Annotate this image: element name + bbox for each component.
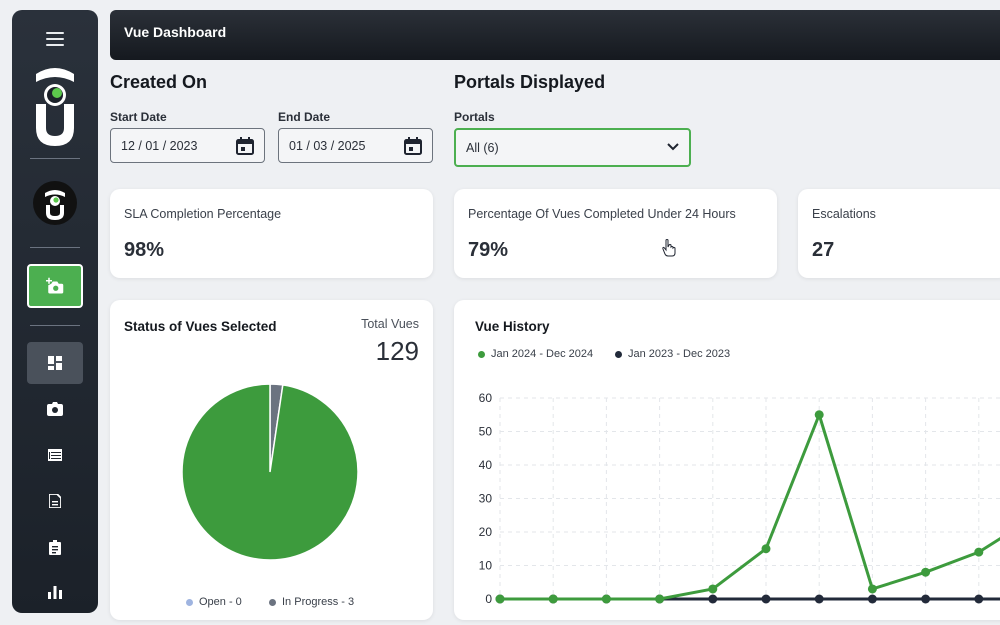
data-point[interactable] [867, 584, 877, 594]
data-point[interactable] [761, 594, 771, 604]
sidebar-item-reports[interactable] [27, 571, 83, 613]
data-point[interactable] [601, 594, 611, 604]
start-date-value: 12 / 01 / 2023 [121, 138, 198, 153]
sidebar-divider [30, 325, 80, 326]
total-vues-value: 129 [375, 336, 419, 366]
data-point[interactable] [974, 547, 984, 557]
data-point[interactable] [921, 594, 931, 604]
y-tick-label: 50 [479, 425, 493, 439]
status-card-title: Status of Vues Selected [124, 319, 277, 334]
legend-item-in-progress[interactable]: In Progress - 3 [269, 596, 354, 608]
legend-item-open[interactable]: Open - 0 [186, 596, 242, 608]
sidebar-item-document[interactable] [27, 480, 83, 522]
list-icon [48, 449, 62, 461]
y-tick-label: 30 [479, 492, 493, 506]
legend-dot [615, 350, 622, 358]
app-header: Vue Dashboard [110, 10, 1000, 60]
pie-slice-completed[interactable] [181, 383, 359, 561]
status-pie-chart [181, 383, 359, 561]
legend-label: In Progress - 3 [282, 596, 355, 608]
add-photo-button[interactable] [27, 264, 83, 308]
document-icon [49, 494, 61, 508]
camera-icon [47, 402, 63, 416]
legend-label: Open - 0 [199, 596, 242, 608]
kpi-card-under-24h: Percentage Of Vues Completed Under 24 Ho… [454, 189, 777, 278]
data-point[interactable] [814, 594, 824, 604]
kpi-card-escalations: Escalations 27 [798, 189, 1000, 278]
portals-title: Portals Displayed [454, 72, 606, 92]
kpi-value: 79% [468, 239, 509, 261]
vue-history-card: Vue History Jan 2024 - Dec 2024 Jan 2023… [454, 300, 1000, 620]
data-point[interactable] [548, 594, 558, 604]
end-date-input[interactable]: 01 / 03 / 2025 [278, 128, 433, 163]
portals-selected-value: All (6) [466, 140, 499, 155]
data-point[interactable] [495, 594, 505, 604]
calendar-icon[interactable] [404, 137, 422, 155]
avatar-logo-icon [45, 190, 65, 220]
kpi-label: Escalations [812, 207, 876, 221]
end-date-value: 01 / 03 / 2025 [289, 138, 366, 153]
kpi-label: Percentage Of Vues Completed Under 24 Ho… [468, 207, 736, 221]
legend-label: Jan 2024 - Dec 2024 [491, 348, 594, 360]
legend-dot [186, 598, 193, 606]
legend-item-2023[interactable]: Jan 2023 - Dec 2023 [615, 348, 730, 360]
sidebar-divider [30, 158, 80, 159]
portals-label: Portals [454, 110, 495, 124]
data-point[interactable] [655, 594, 665, 604]
data-point[interactable] [761, 544, 771, 554]
clipboard-icon [49, 539, 61, 555]
data-point[interactable] [814, 410, 824, 420]
legend-label: Jan 2023 - Dec 2023 [628, 348, 731, 360]
y-tick-label: 20 [479, 525, 493, 539]
avatar[interactable] [33, 181, 77, 225]
legend-dot [269, 598, 276, 606]
sidebar-item-clipboard[interactable] [27, 526, 83, 568]
y-tick-label: 0 [485, 592, 492, 606]
start-date-label: Start Date [110, 110, 167, 124]
sidebar-divider [30, 247, 80, 248]
page-title: Vue Dashboard [124, 24, 227, 40]
kpi-value: 27 [812, 239, 835, 261]
sidebar-item-dashboard[interactable] [27, 342, 83, 384]
data-point[interactable] [708, 594, 718, 604]
bar-chart-icon [48, 585, 62, 599]
dashboard-icon [48, 356, 62, 370]
data-point[interactable] [708, 584, 718, 594]
sidebar-item-list[interactable] [27, 434, 83, 476]
total-vues-label: Total Vues [361, 317, 419, 331]
sidebar-item-camera[interactable] [27, 388, 83, 430]
y-tick-label: 40 [479, 458, 493, 472]
chevron-down-icon [667, 143, 679, 151]
hamburger-icon[interactable] [46, 32, 64, 46]
hand-cursor-icon [662, 239, 676, 257]
kpi-label: SLA Completion Percentage [124, 207, 282, 221]
data-point[interactable] [974, 594, 984, 604]
add-photo-icon [46, 277, 64, 294]
logo [36, 68, 74, 146]
calendar-icon[interactable] [236, 137, 254, 155]
kpi-card-sla: SLA Completion Percentage 98% [110, 189, 433, 278]
y-tick-label: 10 [479, 559, 493, 573]
sidebar [12, 10, 98, 613]
created-on-title: Created On [110, 72, 208, 92]
kpi-value: 98% [124, 239, 165, 261]
y-tick-label: 60 [479, 391, 493, 405]
status-card: Status of Vues Selected Total Vues 129 O… [110, 300, 433, 620]
legend-item-2024[interactable]: Jan 2024 - Dec 2024 [478, 348, 593, 360]
portals-select[interactable]: All (6) [454, 128, 691, 167]
legend-dot [478, 350, 485, 358]
vue-history-line-chart: 0 10 20 30 40 50 60 [479, 391, 1000, 606]
data-point[interactable] [867, 594, 877, 604]
start-date-input[interactable]: 12 / 01 / 2023 [110, 128, 265, 163]
data-point[interactable] [921, 567, 931, 577]
vue-history-title: Vue History [475, 319, 550, 334]
end-date-label: End Date [278, 110, 331, 124]
